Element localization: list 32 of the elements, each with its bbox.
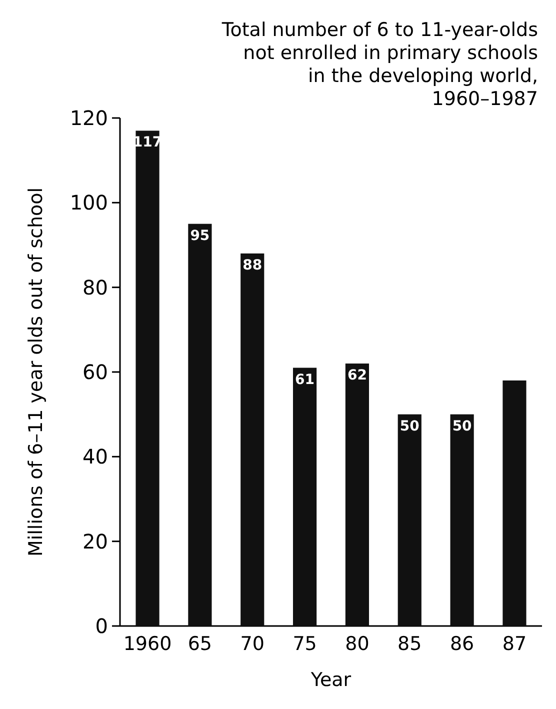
bar <box>292 368 317 626</box>
y-tick-label: 60 <box>82 360 108 384</box>
y-axis-title: Millions of 6–11 year olds out of school <box>25 187 47 557</box>
x-tick-label: 1960 <box>123 633 172 655</box>
x-tick-label: 85 <box>398 633 422 655</box>
data-label: 50 <box>400 418 420 434</box>
y-tick-label: 100 <box>70 190 108 215</box>
bar <box>188 224 212 626</box>
data-label: 62 <box>347 368 367 384</box>
chart-title: Total number of 6 to 11-year-olds not enrolled in primary schools in the developing world, 1960–1987 <box>220 19 538 110</box>
x-tick-label: 80 <box>345 633 370 655</box>
bar <box>136 130 160 626</box>
bar <box>345 364 370 626</box>
x-tick-label: 75 <box>292 633 317 655</box>
y-tick-label: 80 <box>82 275 108 300</box>
bar <box>450 414 474 626</box>
x-tick-label: 87 <box>502 633 527 655</box>
y-tick-label: 40 <box>82 444 108 469</box>
x-tick-label: 70 <box>240 633 264 655</box>
data-label: 88 <box>242 257 262 274</box>
x-axis-title: Year <box>310 669 352 691</box>
x-tick-label: 86 <box>450 633 474 655</box>
bar <box>398 414 422 626</box>
bar <box>240 253 264 626</box>
y-tick-label: 0 <box>95 614 108 638</box>
y-tick-label: 20 <box>82 529 108 554</box>
data-label: 50 <box>452 418 472 434</box>
x-tick-label: 65 <box>188 633 212 655</box>
data-label: 61 <box>295 372 315 388</box>
bar <box>502 380 526 626</box>
data-label: 95 <box>190 228 210 244</box>
y-tick-label: 120 <box>70 106 108 130</box>
